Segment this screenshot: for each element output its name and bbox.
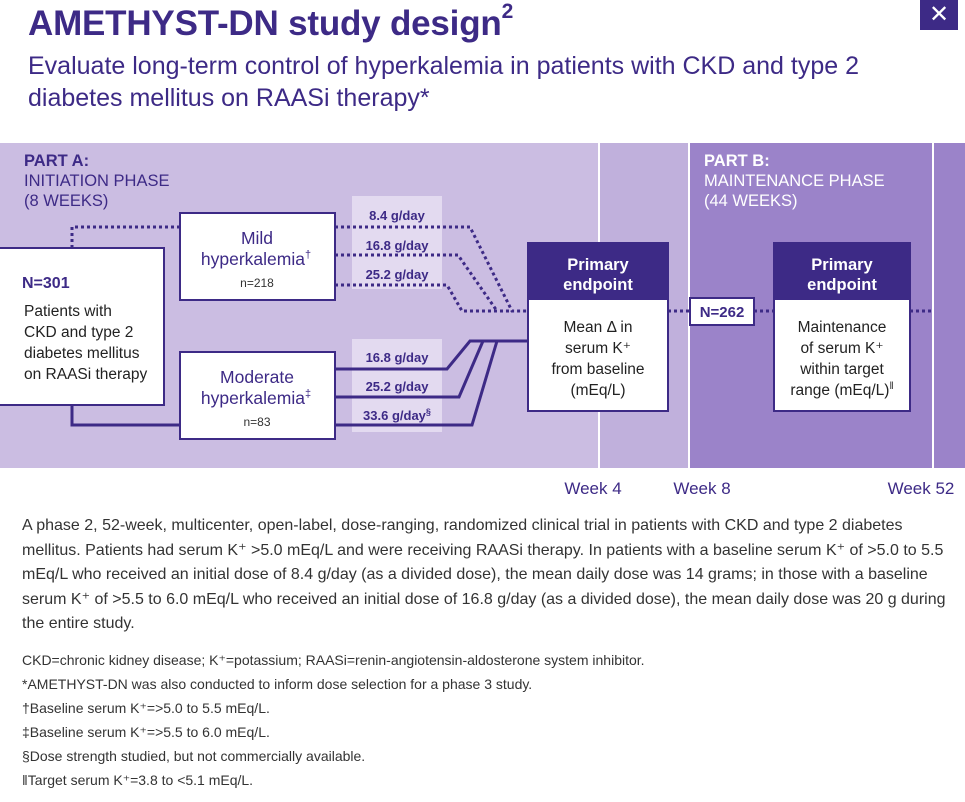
- mild-title-1: Mild: [241, 228, 273, 248]
- mild-box: [179, 212, 336, 301]
- transition-box: [689, 297, 755, 326]
- primary-endpoint-b-body-4: range (mEq/L)ǁ: [790, 381, 893, 399]
- week-8-label: Week 8: [673, 479, 730, 498]
- week-52-label: Week 52: [888, 479, 955, 498]
- part-b-phase: MAINTENANCE PHASE: [704, 172, 885, 190]
- footnote-parallel: ǁTarget serum K⁺=3.8 to <5.1 mEq/L.: [22, 772, 254, 788]
- moderate-n: n=83: [243, 415, 270, 429]
- week52-band: [934, 143, 965, 468]
- moderate-box: [179, 351, 336, 440]
- enrollment-count: N=301: [22, 275, 70, 292]
- primary-endpoint-a-body-3: from baseline: [551, 361, 644, 378]
- close-button[interactable]: ✕: [920, 0, 958, 30]
- mild-dose-panel: [352, 196, 442, 289]
- enrollment-box: [0, 247, 165, 406]
- footnote-section: §Dose strength studied, but not commerci…: [22, 748, 366, 764]
- primary-endpoint-a-body-1: Mean Δ in: [564, 319, 633, 336]
- mild-title-2: hyperkalemia†: [201, 249, 311, 269]
- enrollment-desc-2: CKD and type 2: [24, 324, 133, 341]
- part-a-label: PART A:: [24, 152, 89, 170]
- part-b-label: PART B:: [704, 152, 770, 170]
- primary-endpoint-a-header: [528, 243, 668, 300]
- page-subtitle: Evaluate long-term control of hyperkalem…: [28, 52, 859, 112]
- mild-dose-3: 25.2 g/day: [366, 267, 430, 282]
- moderate-dose-panel: [352, 339, 442, 432]
- moderate-title-1: Moderate: [220, 367, 294, 387]
- week-4-label: Week 4: [564, 479, 621, 498]
- transition-count: N=262: [700, 304, 745, 321]
- enrollment-desc-1: Patients with: [24, 303, 112, 320]
- part-a-phase: INITIATION PHASE: [24, 172, 169, 190]
- mild-dose-2: 16.8 g/day: [366, 238, 430, 253]
- footnote-dagger: †Baseline serum K⁺=>5.0 to 5.5 mEq/L.: [22, 700, 270, 716]
- study-description: A phase 2, 52-week, multicenter, open-la…: [22, 517, 946, 632]
- primary-endpoint-b-body-3: within target: [799, 361, 884, 378]
- part-a-duration: (8 WEEKS): [24, 192, 108, 210]
- primary-endpoint-a-title-2: endpoint: [563, 276, 633, 294]
- primary-endpoint-a-title-1: Primary: [567, 256, 629, 274]
- enrollment-desc-3: diabetes mellitus: [24, 345, 140, 362]
- primary-endpoint-b-body-2: of serum K⁺: [800, 340, 883, 357]
- primary-endpoint-a-body-4: (mEq/L): [570, 382, 625, 399]
- moderate-title-2: hyperkalemia‡: [201, 388, 311, 408]
- moderate-dose-2: 25.2 g/day: [366, 379, 430, 394]
- page-title: AMETHYST-DN study design2: [28, 0, 514, 43]
- footnote-asterisk: *AMETHYST-DN was also conducted to infor…: [22, 676, 533, 692]
- connector-lines: [70, 225, 932, 427]
- moderate-dose-1: 16.8 g/day: [366, 350, 430, 365]
- primary-endpoint-b-title-2: endpoint: [807, 276, 877, 294]
- mild-dose-1: 8.4 g/day: [369, 208, 425, 223]
- enrollment-desc-4: on RAASi therapy: [24, 366, 147, 383]
- primary-endpoint-b-body-1: Maintenance: [798, 319, 887, 336]
- mild-n: n=218: [240, 276, 274, 290]
- footnote-double-dagger: ‡Baseline serum K⁺=>5.5 to 6.0 mEq/L.: [22, 724, 270, 740]
- study-design-diagram: PART A: INITIATION PHASE (8 WEEKS) PART …: [0, 143, 965, 498]
- primary-endpoint-a-body-2: serum K⁺: [565, 340, 631, 357]
- primary-endpoint-b-header: [774, 243, 910, 300]
- moderate-dose-3: 33.6 g/day§: [363, 407, 431, 423]
- footnote-abbreviations: CKD=chronic kidney disease; K⁺=potassium…: [22, 652, 645, 668]
- primary-endpoint-b-title-1: Primary: [811, 256, 873, 274]
- part-b-duration: (44 WEEKS): [704, 192, 798, 210]
